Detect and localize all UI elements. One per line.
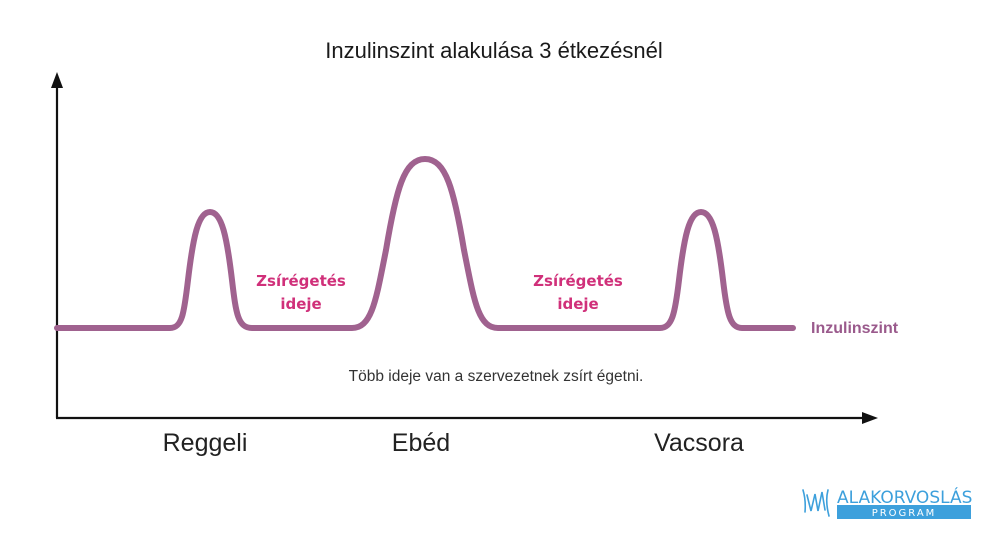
insulin-series-label: Inzulinszint <box>811 320 899 337</box>
logo-subtitle: PROGRAM <box>872 508 937 519</box>
alakorvoslas-logo: ALAKORVOSLÁS PROGRAM <box>802 486 972 519</box>
diagram-title: Inzulinszint alakulása 3 étkezésnél <box>325 38 663 63</box>
fat-burning-label-2: Zsírégetés ideje <box>533 272 623 313</box>
fat-burning-label-1-line1: Zsírégetés <box>256 272 346 290</box>
logo-title: ALAKORVOSLÁS <box>837 486 972 508</box>
fat-burning-note: Több ideje van a szervezetnek zsírt éget… <box>349 368 644 385</box>
logo-wave-icon <box>802 489 830 517</box>
y-axis-arrow <box>51 72 63 88</box>
meal-label-lunch: Ebéd <box>392 429 450 457</box>
meal-label-dinner: Vacsora <box>654 429 744 457</box>
fat-burning-label-1-line2: ideje <box>280 295 321 313</box>
x-axis-arrow <box>862 412 878 424</box>
fat-burning-label-1: Zsírégetés ideje <box>256 272 346 313</box>
meal-label-breakfast: Reggeli <box>163 429 248 457</box>
axes <box>51 72 878 424</box>
fat-burning-label-2-line2: ideje <box>557 295 598 313</box>
insulin-curve <box>54 156 796 331</box>
fat-burning-label-2-line1: Zsírégetés <box>533 272 623 290</box>
logo-program-bar <box>837 505 971 519</box>
